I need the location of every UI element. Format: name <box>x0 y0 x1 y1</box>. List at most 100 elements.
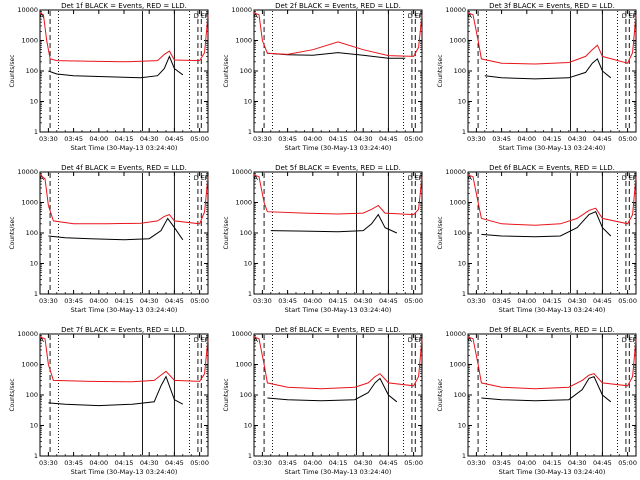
y-tick-label: 100 <box>454 391 466 399</box>
x-tick-label: 04:00 <box>517 297 536 305</box>
marker-label: A <box>467 12 472 20</box>
x-tick-label: 04:15 <box>329 135 348 143</box>
x-tick-label: 04:30 <box>568 297 587 305</box>
marker-label: F <box>632 12 636 20</box>
x-tick-label: 03:30 <box>467 297 486 305</box>
x-tick-label: 03:30 <box>253 297 272 305</box>
y-tick-label: 10 <box>244 98 252 106</box>
x-tick-label: 04:30 <box>354 135 373 143</box>
y-tick-label: 1000 <box>235 361 252 369</box>
x-tick-label: 04:15 <box>543 297 562 305</box>
events-series-line <box>270 213 398 234</box>
y-tick-label: 10000 <box>17 330 38 338</box>
x-tick-label: 03:30 <box>467 135 486 143</box>
x-tick-label: 04:15 <box>115 459 134 467</box>
y-axis-label: Counts/sec <box>223 378 230 411</box>
marker-label: A <box>253 336 258 344</box>
x-axis-label: Start Time (30-May-13 03:24:40) <box>285 468 392 476</box>
detector-panel: Det 8f BLACK = Events, RED = LLD. 1 10 100 1… <box>223 326 423 476</box>
y-tick-label: 1000 <box>235 37 252 45</box>
events-series-line <box>48 375 184 407</box>
y-tick-label: 100 <box>240 391 252 399</box>
y-tick-label: 100 <box>240 67 252 75</box>
x-tick-label: 04:00 <box>89 135 108 143</box>
detector-panel: Det 5f BLACK = Events, RED = LLD. 1 10 100 1… <box>223 164 423 314</box>
lld-series-line <box>467 12 637 65</box>
marker-label: E <box>415 336 419 344</box>
panel-title: Det 7f BLACK = Events, RED = LLD. <box>61 326 187 334</box>
y-tick-label: 10 <box>244 422 252 430</box>
panel-title: Det 9f BLACK = Events, RED = LLD. <box>489 326 615 334</box>
marker-label: E <box>629 336 633 344</box>
y-axis-label: Counts/sec <box>9 216 16 249</box>
y-tick-label: 1 <box>34 452 38 460</box>
detector-panel: Det 3f BLACK = Events, RED = LLD. 1 10 100 1… <box>437 2 637 152</box>
y-tick-label: 10000 <box>445 330 466 338</box>
y-tick-label: 100 <box>26 67 38 75</box>
marker-label: A <box>39 174 44 182</box>
x-tick-label: 03:30 <box>253 459 272 467</box>
x-tick-label: 04:00 <box>303 459 322 467</box>
x-axis-label: Start Time (30-May-13 03:24:40) <box>499 306 606 314</box>
marker-label: F <box>632 336 636 344</box>
marker-label: D <box>622 12 627 20</box>
y-axis-label: Counts/sec <box>437 54 444 87</box>
y-tick-label: 10000 <box>231 6 252 14</box>
y-tick-label: 10 <box>458 260 466 268</box>
marker-label: D <box>408 336 413 344</box>
y-tick-label: 10000 <box>445 6 466 14</box>
y-tick-label: 10000 <box>231 168 252 176</box>
marker-label: D <box>408 174 413 182</box>
x-axis-label: Start Time (30-May-13 03:24:40) <box>499 468 606 476</box>
y-tick-label: 1 <box>248 290 252 298</box>
marker-label: F <box>204 174 208 182</box>
y-tick-label: 100 <box>454 67 466 75</box>
x-tick-label: 04:00 <box>303 297 322 305</box>
marker-label: F <box>418 336 422 344</box>
panel-title: Det 5f BLACK = Events, RED = LLD. <box>275 164 401 172</box>
x-tick-label: 05:00 <box>618 459 637 467</box>
x-tick-label: 03:45 <box>492 297 511 305</box>
y-axis-label: Counts/sec <box>9 54 16 87</box>
x-tick-label: 04:00 <box>303 135 322 143</box>
x-tick-label: 04:30 <box>354 297 373 305</box>
x-tick-label: 04:45 <box>379 135 398 143</box>
detector-panel: Det 2f BLACK = Events, RED = LLD. 1 10 100 1… <box>223 2 423 152</box>
y-tick-label: 10 <box>30 98 38 106</box>
y-tick-label: 1000 <box>449 199 466 207</box>
y-tick-label: 10 <box>458 422 466 430</box>
plot-frame <box>467 171 637 295</box>
y-tick-label: 10000 <box>17 168 38 176</box>
panel-title: Det 1f BLACK = Events, RED = LLD. <box>61 2 187 10</box>
x-tick-label: 05:00 <box>618 297 637 305</box>
marker-label: A <box>253 12 258 20</box>
detector-panel: Det 4f BLACK = Events, RED = LLD. 1 10 100 1… <box>9 164 209 314</box>
x-tick-label: 03:45 <box>278 297 297 305</box>
x-tick-label: 04:15 <box>329 459 348 467</box>
x-tick-label: 04:30 <box>568 135 587 143</box>
detector-panel: Det 6f BLACK = Events, RED = LLD. 1 10 100 1… <box>437 164 637 314</box>
events-series-line <box>267 52 406 59</box>
plot-frame <box>39 9 209 133</box>
x-tick-label: 04:45 <box>379 297 398 305</box>
y-tick-label: 10000 <box>445 168 466 176</box>
marker-label: F <box>204 12 208 20</box>
marker-label: A <box>253 174 258 182</box>
y-tick-label: 100 <box>240 229 252 237</box>
plot-frame <box>253 9 423 133</box>
marker-label: D <box>408 12 413 20</box>
detector-panel: Det 1f BLACK = Events, RED = LLD. 1 10 100 1… <box>9 2 209 152</box>
y-tick-label: 1 <box>34 128 38 136</box>
x-tick-label: 04:00 <box>89 297 108 305</box>
x-tick-label: 04:15 <box>543 459 562 467</box>
x-tick-label: 04:45 <box>593 459 612 467</box>
y-axis-label: Counts/sec <box>437 216 444 249</box>
x-tick-label: 04:30 <box>140 297 159 305</box>
x-tick-label: 03:45 <box>278 459 297 467</box>
y-axis-label: Counts/sec <box>223 54 230 87</box>
marker-label: F <box>632 174 636 182</box>
x-tick-label: 04:15 <box>115 135 134 143</box>
panel-title: Det 8f BLACK = Events, RED = LLD. <box>275 326 401 334</box>
marker-label: A <box>467 174 472 182</box>
y-tick-label: 100 <box>454 229 466 237</box>
